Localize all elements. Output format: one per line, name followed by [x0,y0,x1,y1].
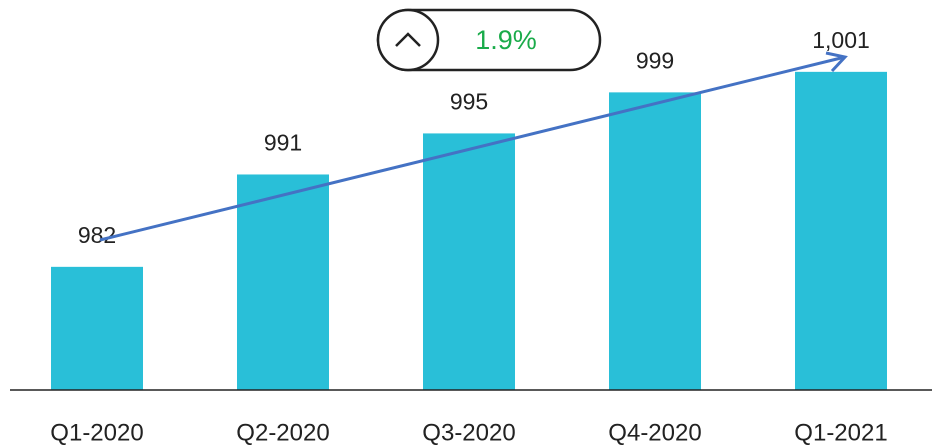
growth-pill: 1.9% [376,8,602,72]
value-label: 1,001 [812,27,870,53]
bar [795,71,887,390]
x-tick-label: Q4-2020 [608,419,701,446]
trend-line [99,55,846,242]
x-tick-label: Q1-2021 [794,419,887,446]
arrow-head [825,51,848,73]
bar [423,133,515,390]
value-label: 999 [636,47,674,73]
pill-icon [376,8,440,72]
growth-annotation: 1.9% [475,25,537,55]
bar [51,266,143,390]
chevron-up [395,32,421,47]
x-tick-label: Q2-2020 [236,419,329,446]
plot: 982 Q1-2020 991 Q2-2020 995 Q3-2020 999 Q4-2020… [50,27,887,446]
bar [609,92,701,391]
value-label: 991 [264,130,302,156]
bar [237,174,329,390]
value-label: 982 [78,222,116,248]
value-label: 995 [450,88,488,114]
trend-arrow [99,51,848,242]
x-tick-label: Q3-2020 [422,419,515,446]
x-tick-label: Q1-2020 [50,419,143,446]
